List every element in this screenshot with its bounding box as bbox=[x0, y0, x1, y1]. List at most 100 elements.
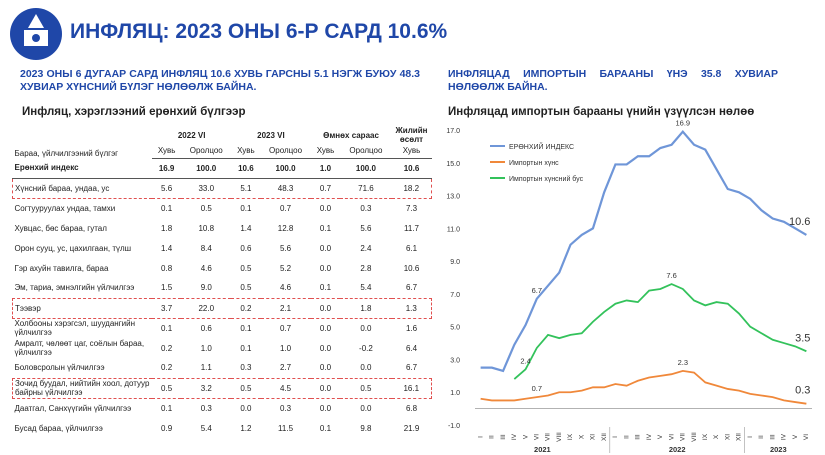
series-line bbox=[513, 283, 807, 380]
x-tick-label: V bbox=[792, 434, 799, 439]
cell-value: 18.2 bbox=[391, 177, 432, 199]
cell-value: 6.4 bbox=[405, 343, 418, 353]
cell-value: 5.6 bbox=[279, 243, 292, 253]
cell-value: 0.7 bbox=[279, 203, 292, 213]
cell-value: 0.7 bbox=[279, 323, 292, 333]
cell-value: 1.4 bbox=[240, 223, 252, 233]
series-line bbox=[480, 369, 807, 405]
cell-value: 6.7 bbox=[405, 283, 418, 293]
column-group: 2022 VI bbox=[177, 130, 206, 140]
row-label: Боловсролын үйлчилгээ bbox=[14, 363, 105, 373]
table-row: Бусад бараа, үйлчилгээ 0.9 5.4 1.2 11.5 0.1 9.… bbox=[13, 418, 432, 438]
column-group: 2023 VI bbox=[257, 130, 285, 140]
cell-value: 0.0 bbox=[319, 323, 332, 333]
x-tick-label: VII bbox=[680, 433, 687, 441]
cell-value: 0.5 bbox=[200, 203, 212, 213]
year-label: 2023 bbox=[770, 445, 787, 454]
cell-value: 0.0 bbox=[310, 297, 341, 319]
cell-value: 5.2 bbox=[279, 263, 292, 273]
table-row: Орон сууц, ус, цахилгаан, түлш 1.4 8.4 0.6 5… bbox=[13, 238, 432, 258]
cell-value: 3.7 bbox=[152, 297, 182, 319]
x-tick-label: VII bbox=[545, 433, 552, 441]
cell-value: 0.5 bbox=[240, 283, 252, 293]
table-row: Ерөнхий индекс 16.9 100.0 10.6 100.0 1.0 100.0… bbox=[12, 158, 432, 179]
y-tick-label: 3.0 bbox=[450, 357, 460, 364]
y-tick-label: 13.0 bbox=[446, 194, 460, 201]
cell-value: 10.6 bbox=[231, 158, 261, 179]
cell-value: 0.3 bbox=[240, 363, 252, 373]
x-tick-label: IX bbox=[702, 433, 709, 440]
row-label: Тээвэр bbox=[12, 297, 152, 319]
cell-value: 1.4 bbox=[161, 243, 173, 253]
cell-value: 0.6 bbox=[200, 323, 212, 333]
sub-header: Хувь bbox=[310, 144, 341, 159]
x-tick-label: XII bbox=[601, 433, 608, 441]
row-label: Орон сууц, ус, цахилгаан, түлш bbox=[14, 243, 132, 253]
cell-value: 0.3 bbox=[200, 403, 212, 413]
table-row: Хүнсний бараа, ундаа, ус 5.6 33.0 5.1 48.3 0.… bbox=[12, 177, 432, 199]
cell-value: 4.5 bbox=[260, 377, 311, 399]
x-tick-label: VI bbox=[803, 434, 810, 440]
cell-value: 0.1 bbox=[319, 283, 332, 293]
row-label: Хувцас, бөс бараа, гутал bbox=[14, 223, 107, 233]
x-tick-label: XI bbox=[724, 434, 731, 440]
cell-value: 0.5 bbox=[152, 377, 182, 399]
sub-header: Хувь bbox=[152, 144, 182, 159]
table-title: Инфляц, хэрэглээний ерөнхий бүлгээр bbox=[22, 106, 246, 118]
data-label: 7.6 bbox=[666, 271, 676, 280]
cell-value: -0.2 bbox=[359, 343, 373, 353]
x-tick-label: I bbox=[612, 436, 619, 438]
x-tick-label: III bbox=[635, 434, 642, 440]
cell-value: 1.0 bbox=[200, 343, 212, 353]
x-tick-label: IV bbox=[781, 433, 788, 440]
cell-value: 2.8 bbox=[360, 263, 372, 273]
cell-value: 0.3 bbox=[360, 203, 372, 213]
y-tick-label: 15.0 bbox=[446, 161, 460, 168]
table-row: Амралт, чөлөөт цаг, соёлын бараа, үйлчил… bbox=[13, 338, 432, 358]
data-label: 2.4 bbox=[520, 356, 530, 365]
cell-value: 16.9 bbox=[152, 158, 182, 179]
row-label: Гэр ахуйн тавилга, бараа bbox=[14, 263, 109, 273]
cell-value: 0.1 bbox=[161, 323, 173, 333]
cell-value: 0.0 bbox=[319, 203, 332, 213]
cell-value: 6.8 bbox=[405, 403, 418, 413]
cell-value: 1.0 bbox=[279, 343, 292, 353]
y-tick-label: 1.0 bbox=[450, 390, 460, 397]
cell-value: 0.1 bbox=[240, 343, 252, 353]
cell-value: 100.0 bbox=[340, 158, 392, 179]
cell-value: 0.0 bbox=[319, 243, 332, 253]
cell-value: 0.0 bbox=[319, 343, 332, 353]
legend-label: Импортын хүнс bbox=[509, 160, 559, 167]
cell-value: 11.5 bbox=[278, 423, 294, 433]
cell-value: 0.1 bbox=[161, 203, 173, 213]
sub-header: Оролцоо bbox=[260, 144, 311, 159]
data-label: 0.7 bbox=[532, 384, 542, 393]
cell-value: 21.9 bbox=[403, 423, 420, 433]
x-tick-label: IV bbox=[511, 433, 518, 440]
cell-value: 0.5 bbox=[340, 377, 392, 399]
cell-value: 9.8 bbox=[360, 423, 372, 433]
cell-value: 0.0 bbox=[360, 363, 372, 373]
sub-header: Хувь bbox=[391, 144, 432, 159]
cell-value: 10.8 bbox=[198, 223, 215, 233]
cell-value: 3.2 bbox=[181, 377, 232, 399]
cell-value: 0.7 bbox=[310, 177, 341, 199]
cell-value: 1.5 bbox=[161, 283, 173, 293]
cell-value: 1.8 bbox=[161, 223, 173, 233]
x-tick-label: XI bbox=[590, 434, 597, 440]
cell-value: 1.6 bbox=[405, 323, 418, 333]
cell-value: 2.1 bbox=[260, 297, 311, 319]
cell-value: 4.6 bbox=[200, 263, 212, 273]
sub-header: Хувь bbox=[231, 144, 261, 159]
data-label: 16.9 bbox=[676, 119, 691, 128]
column-group: Өмнөх сараас bbox=[323, 130, 379, 140]
page-title: ИНФЛЯЦ: 2023 ОНЫ 6-Р САРД 10.6% bbox=[70, 20, 448, 43]
logo bbox=[10, 8, 62, 60]
cell-value: 0.0 bbox=[310, 377, 341, 399]
cell-value: 0.1 bbox=[240, 203, 252, 213]
y-tick-label: 17.0 bbox=[446, 128, 460, 135]
table-row: Даатгал, Санхүүгийн үйлчилгээ 0.1 0.3 0.0 0.… bbox=[13, 398, 432, 418]
table-row: Эм, тариа, эмнэлгийн үйлчилгээ 1.5 9.0 0.5 4… bbox=[13, 278, 432, 298]
cell-value: 0.1 bbox=[319, 223, 332, 233]
cell-value: 5.6 bbox=[152, 177, 182, 199]
